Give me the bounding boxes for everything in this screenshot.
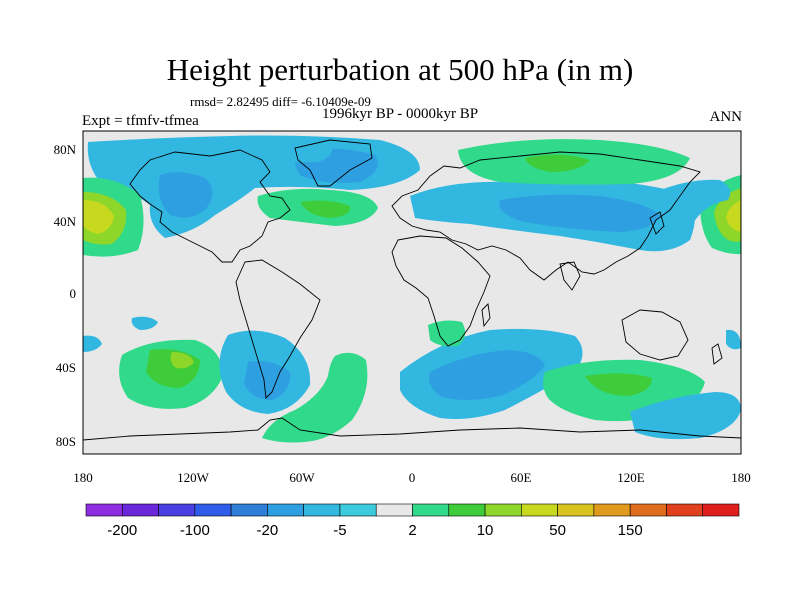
- map-panel: [83, 131, 741, 454]
- colorbar-swatch: [339, 503, 377, 517]
- lat-label: 40S: [56, 360, 76, 375]
- colorbar-label: -5: [333, 522, 346, 539]
- colorbar-swatch: [448, 503, 486, 517]
- colorbar-swatch: [267, 503, 304, 517]
- colorbar-swatch: [593, 503, 631, 517]
- lon-label: 60E: [511, 470, 532, 485]
- contour-light-blue: [630, 392, 741, 440]
- contour-light-blue: [270, 138, 333, 163]
- lat-label: 0: [70, 286, 77, 301]
- colorbar-swatch: [303, 503, 341, 517]
- contour-mid-blue: [429, 350, 545, 400]
- colorbar-swatch: [85, 503, 123, 517]
- colorbar-swatch: [557, 503, 595, 517]
- colorbar-label: 2: [408, 522, 416, 539]
- australia-coast: [621, 309, 689, 361]
- lat-label: 80S: [56, 434, 76, 449]
- contour-green: [300, 200, 351, 218]
- colorbar-label: 10: [477, 522, 494, 539]
- new-zealand-coast: [711, 343, 723, 365]
- contour-yellow: [83, 200, 114, 234]
- lon-label: 60W: [289, 470, 315, 485]
- contour-light-blue: [83, 335, 102, 352]
- colorbar-swatch: [521, 503, 558, 517]
- colorbar-label: -20: [257, 522, 279, 539]
- colorbar-label: -100: [180, 522, 210, 539]
- colorbar: [85, 503, 740, 517]
- lat-label: 40N: [54, 214, 77, 229]
- coastlines: [83, 139, 741, 441]
- anomaly-field: [83, 135, 741, 443]
- japan-coast: [649, 211, 665, 235]
- contour-light-blue: [726, 329, 741, 350]
- contour-mid-blue: [499, 194, 660, 232]
- eurasia-coast: [391, 151, 701, 281]
- colorbar-swatch: [484, 503, 522, 517]
- longitude-axis: 180 120W 60W 0 60E 120E 180: [73, 470, 751, 485]
- colorbar-swatch: [230, 503, 268, 517]
- colorbar-swatch: [375, 503, 413, 517]
- lon-label: 180: [731, 470, 751, 485]
- colorbar-label: 150: [618, 522, 643, 539]
- latitude-axis: 80N 40N 0 40S 80S: [54, 142, 77, 449]
- contour-light-blue: [655, 179, 731, 230]
- contour-mid-blue: [158, 172, 213, 218]
- colorbar-label: -200: [107, 522, 137, 539]
- map-title: Height perturbation at 500 hPa (in m): [166, 52, 634, 87]
- colorbar-swatch: [666, 503, 704, 517]
- contour-light-green: [262, 352, 368, 443]
- colorbar-swatch: [412, 503, 450, 517]
- colorbar-swatch: [702, 503, 740, 517]
- north-america-coast: [129, 149, 291, 263]
- madagascar-coast: [481, 303, 491, 328]
- lon-label: 0: [409, 470, 416, 485]
- period-label: 1996kyr BP - 0000kyr BP: [322, 106, 479, 122]
- south-america-coast: [235, 259, 321, 399]
- antarctica-coast: [83, 417, 741, 441]
- colorbar-swatch: [194, 503, 232, 517]
- map-frame: [82, 130, 742, 455]
- lon-label: 180: [73, 470, 93, 485]
- greenland-coast: [294, 139, 373, 187]
- lon-label: 120E: [617, 470, 645, 485]
- contour-green: [585, 373, 652, 396]
- stats-text: rmsd= 2.82495 diff= -6.10409e-09: [190, 94, 371, 109]
- contour-light-blue: [131, 316, 158, 330]
- colorbar-swatch: [158, 503, 196, 517]
- experiment-label: Expt = tfmfv-tfmea: [82, 113, 199, 129]
- contour-mid-blue: [244, 361, 291, 400]
- lon-label: 120W: [177, 470, 210, 485]
- colorbar-labels: -200 -100 -20 -5 2 10 50 150: [107, 522, 642, 539]
- africa-coast: [391, 235, 491, 347]
- season-label: ANN: [709, 109, 743, 125]
- contour-yellow-green: [170, 352, 194, 369]
- colorbar-swatch: [629, 503, 667, 517]
- contour-yellow: [726, 200, 741, 232]
- lat-label: 80N: [54, 142, 77, 157]
- colorbar-swatch: [121, 503, 159, 517]
- colorbar-label: 50: [549, 522, 566, 539]
- contour-green: [525, 154, 590, 172]
- india-coast: [559, 261, 581, 291]
